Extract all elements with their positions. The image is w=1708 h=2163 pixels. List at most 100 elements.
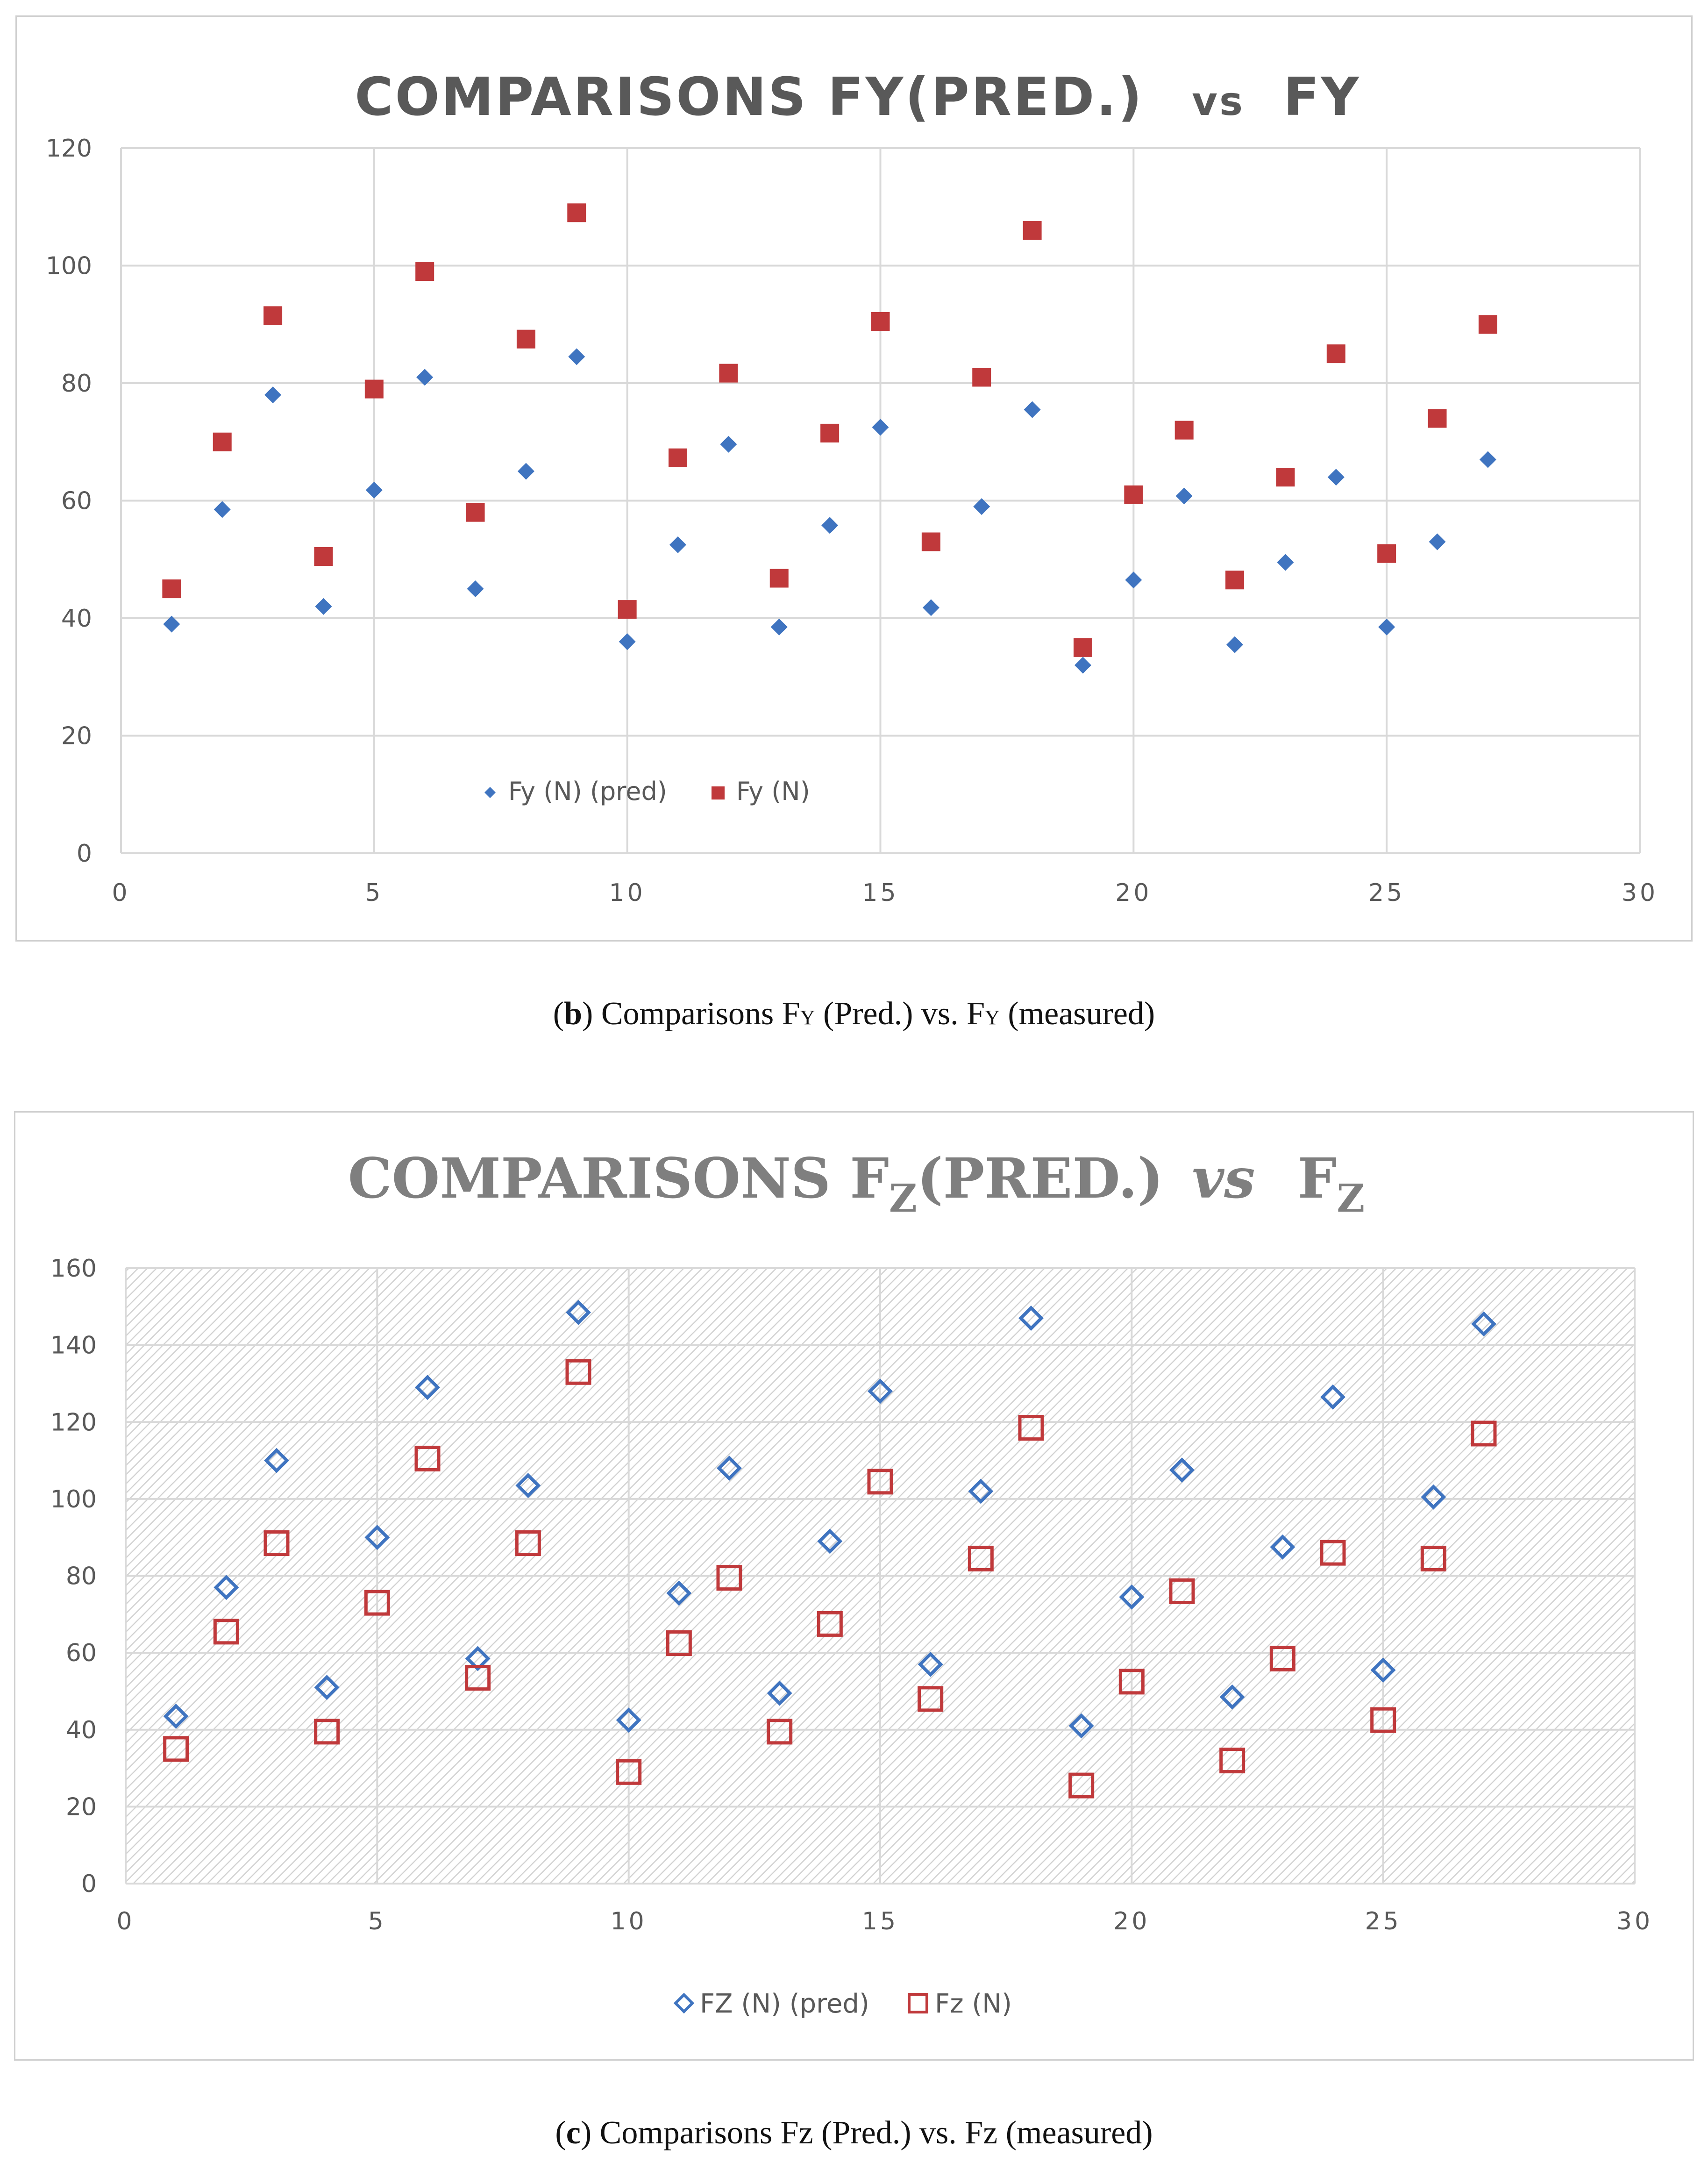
pred-point-8 bbox=[517, 463, 534, 480]
measured-point-12 bbox=[716, 1565, 742, 1591]
pred-point-17 bbox=[968, 1478, 994, 1504]
pred-point-21 bbox=[1175, 487, 1193, 505]
pred-point-6 bbox=[415, 1375, 440, 1400]
pred-point-25 bbox=[1378, 618, 1395, 635]
pred-point-13 bbox=[770, 618, 788, 635]
y-tick-label: 80 bbox=[61, 370, 92, 398]
caption-c-label: c bbox=[566, 2115, 581, 2151]
pred-point-4 bbox=[314, 1675, 340, 1700]
pred-point-3 bbox=[264, 386, 282, 404]
pred-point-1 bbox=[163, 1703, 189, 1729]
measured-point-5 bbox=[364, 1590, 390, 1616]
measured-point-14 bbox=[817, 1611, 843, 1637]
measured-point-1 bbox=[162, 579, 181, 599]
pred-point-16 bbox=[918, 1651, 943, 1677]
y-tick-label: 20 bbox=[66, 1793, 97, 1821]
measured-point-16 bbox=[918, 1686, 944, 1712]
caption-b-sub2: Y bbox=[985, 1006, 1000, 1029]
caption-b-label: b bbox=[564, 996, 583, 1032]
y-tick-label: 60 bbox=[66, 1639, 97, 1667]
x-tick-label: 20 bbox=[1113, 1907, 1150, 1935]
pred-point-8 bbox=[515, 1473, 541, 1499]
pred-point-2 bbox=[214, 501, 231, 518]
measured-point-19 bbox=[1068, 1772, 1095, 1799]
chart-b-svg: COMPARISONS FY(PRED.) vs FY 020406080100… bbox=[46, 67, 1658, 907]
chart-b-legend: Fy (N) (pred) Fy (N) bbox=[484, 777, 810, 806]
pred-point-5 bbox=[364, 1525, 390, 1550]
pred-point-27 bbox=[1479, 451, 1496, 468]
pred-point-24 bbox=[1320, 1384, 1345, 1410]
pred-point-26 bbox=[1421, 1484, 1446, 1510]
measured-point-3 bbox=[263, 306, 283, 325]
pred-point-9 bbox=[568, 348, 585, 365]
chart-c-svg: COMPARISONS FZ(PRED.) vs FZ 020406080100… bbox=[50, 1146, 1653, 2019]
measured-point-14 bbox=[820, 423, 840, 443]
measured-point-26 bbox=[1428, 409, 1447, 428]
measured-point-25 bbox=[1370, 1707, 1396, 1733]
measured-point-11 bbox=[666, 1630, 692, 1656]
pred-point-9 bbox=[566, 1299, 591, 1325]
measured-point-5 bbox=[364, 379, 384, 399]
pred-point-20 bbox=[1125, 571, 1142, 589]
caption-c: (c) Comparisons Fz (Pred.) vs. Fz (measu… bbox=[555, 2115, 1153, 2151]
measured-point-3 bbox=[263, 1530, 290, 1556]
caption-c-text: Comparisons Fz (Pred.) vs. Fz (measured) bbox=[591, 2115, 1153, 2151]
measured-point-15 bbox=[867, 1469, 893, 1495]
pred-point-12 bbox=[717, 1456, 742, 1481]
pred-point-4 bbox=[315, 598, 332, 615]
legend-measured-marker bbox=[908, 1993, 928, 2013]
x-tick-label: 20 bbox=[1115, 879, 1152, 907]
y-tick-label: 40 bbox=[66, 1716, 97, 1744]
pred-point-6 bbox=[416, 369, 434, 386]
y-tick-label: 160 bbox=[50, 1255, 97, 1283]
pred-point-23 bbox=[1277, 554, 1294, 571]
measured-point-7 bbox=[466, 503, 485, 522]
x-tick-label: 25 bbox=[1368, 879, 1405, 907]
y-tick-label: 20 bbox=[61, 722, 92, 750]
pred-point-19 bbox=[1074, 657, 1091, 674]
pred-point-1 bbox=[163, 615, 180, 633]
measured-point-1 bbox=[163, 1736, 189, 1762]
measured-point-10 bbox=[618, 600, 637, 619]
pred-point-22 bbox=[1226, 636, 1244, 653]
y-tick-label: 0 bbox=[77, 840, 92, 868]
x-tick-label: 0 bbox=[112, 879, 130, 907]
y-tick-label: 80 bbox=[66, 1563, 97, 1591]
measured-point-21 bbox=[1169, 1578, 1195, 1604]
measured-point-21 bbox=[1174, 421, 1194, 440]
chart-c-legend: FZ (N) (pred) Fz (N) bbox=[673, 1989, 1012, 2019]
pred-point-18 bbox=[1018, 1306, 1044, 1331]
measured-point-18 bbox=[1023, 221, 1042, 240]
measured-point-9 bbox=[567, 203, 586, 222]
y-tick-label: 100 bbox=[50, 1485, 97, 1513]
pred-point-27 bbox=[1471, 1311, 1496, 1337]
measured-point-19 bbox=[1073, 638, 1092, 657]
measured-point-15 bbox=[871, 312, 890, 331]
pred-point-25 bbox=[1370, 1657, 1396, 1683]
chart-c-panel: COMPARISONS FZ(PRED.) vs FZ 0 20 40 60 80 100… bbox=[14, 1111, 1694, 2061]
chart-c-title: COMPARISONS FZ(PRED.) vs FZ bbox=[348, 1146, 1365, 1221]
pred-point-7 bbox=[465, 1646, 491, 1671]
pred-point-20 bbox=[1119, 1584, 1145, 1610]
measured-point-12 bbox=[719, 364, 738, 383]
measured-point-17 bbox=[972, 368, 991, 387]
measured-point-6 bbox=[414, 1445, 441, 1471]
chart-b-title: COMPARISONS FY(PRED.) vs FY bbox=[355, 67, 1360, 128]
legend-pred-marker bbox=[673, 1992, 695, 2014]
pred-point-2 bbox=[214, 1575, 239, 1600]
caption-b: (b) Comparisons FY (Pred.) vs. FY (measu… bbox=[553, 996, 1155, 1032]
x-tick-label: 25 bbox=[1365, 1907, 1402, 1935]
pred-point-18 bbox=[1024, 401, 1041, 418]
pred-point-10 bbox=[619, 633, 636, 650]
measured-point-23 bbox=[1269, 1645, 1295, 1671]
x-tick-label: 5 bbox=[368, 1907, 386, 1935]
caption-b-text: Comparisons F bbox=[593, 996, 800, 1032]
x-tick-label: 30 bbox=[1622, 879, 1658, 907]
measured-point-18 bbox=[1018, 1415, 1044, 1441]
pred-point-14 bbox=[817, 1528, 843, 1554]
x-tick-label: 30 bbox=[1616, 1907, 1653, 1935]
measured-point-4 bbox=[314, 547, 333, 566]
measured-point-16 bbox=[921, 532, 940, 551]
pred-point-5 bbox=[365, 481, 383, 499]
pred-point-22 bbox=[1219, 1684, 1245, 1710]
